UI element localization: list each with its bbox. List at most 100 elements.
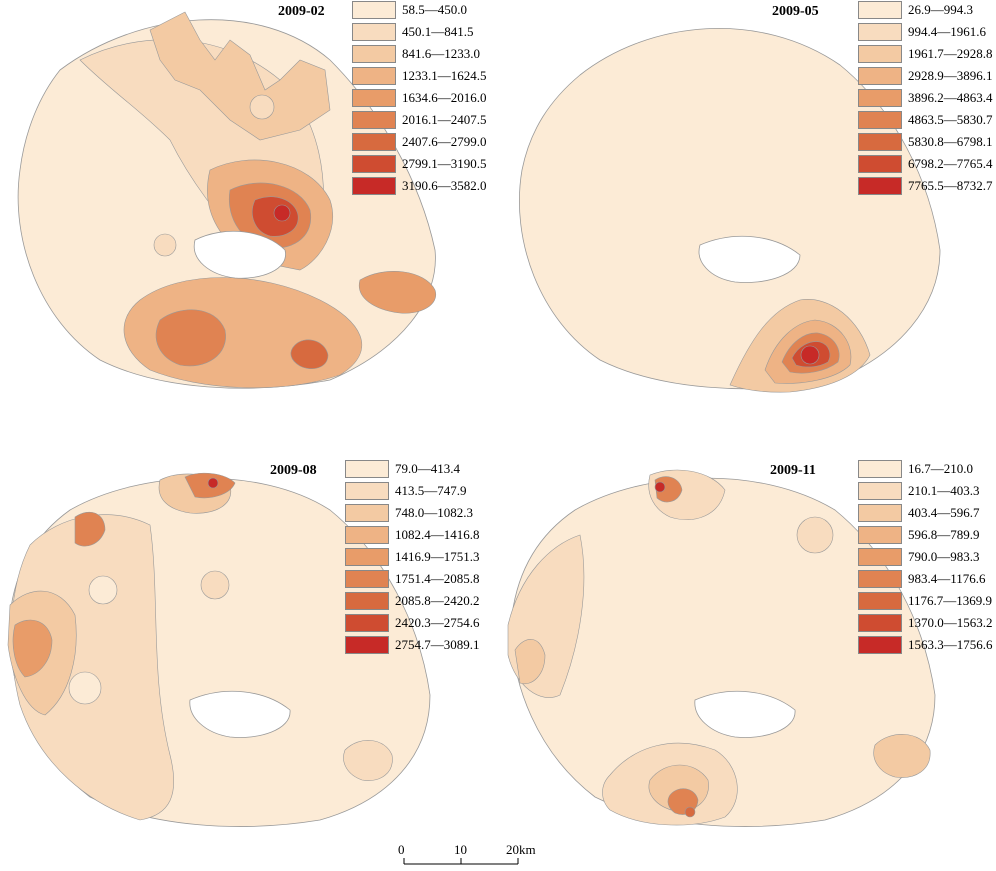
legend-item: 6798.2—7765.4 bbox=[858, 154, 993, 174]
legend-item: 5830.8—6798.1 bbox=[858, 132, 993, 152]
legend-item: 1563.3—1756.6 bbox=[858, 635, 993, 655]
legend-item: 4863.5—5830.7 bbox=[858, 110, 993, 130]
legend-swatch bbox=[858, 504, 902, 522]
legend-item: 1176.7—1369.9 bbox=[858, 591, 992, 611]
legend-label: 1370.0—1563.2 bbox=[908, 615, 993, 630]
legend-swatch bbox=[858, 177, 902, 195]
legend-swatch bbox=[352, 67, 396, 85]
legend-swatch bbox=[345, 614, 389, 632]
legend-label: 79.0—413.4 bbox=[395, 461, 460, 476]
legend-swatch bbox=[345, 548, 389, 566]
legend-label: 748.0—1082.3 bbox=[395, 505, 473, 520]
legend-item: 413.5—747.9 bbox=[345, 481, 467, 501]
legend-swatch bbox=[858, 67, 902, 85]
legend-label: 16.7—210.0 bbox=[908, 461, 973, 476]
legend-swatch bbox=[352, 155, 396, 173]
map-panel-2009-11: 2009-11 16.7—210.0 210.1—403.3 403.4—596… bbox=[500, 455, 996, 835]
legend-item: 1082.4—1416.8 bbox=[345, 525, 480, 545]
legend-swatch bbox=[345, 482, 389, 500]
legend-swatch bbox=[858, 592, 902, 610]
legend-swatch bbox=[858, 526, 902, 544]
panel-title: 2009-02 bbox=[278, 4, 325, 19]
legend-item: 2754.7—3089.1 bbox=[345, 635, 480, 655]
legend-label: 994.4—1961.6 bbox=[908, 24, 986, 39]
legend-label: 790.0—983.3 bbox=[908, 549, 980, 564]
scale-label-20km: 20km bbox=[506, 842, 536, 857]
legend-label: 210.1—403.3 bbox=[908, 483, 980, 498]
panel-title: 2009-11 bbox=[770, 463, 816, 478]
legend-item: 1961.7—2928.8 bbox=[858, 44, 993, 64]
legend-swatch bbox=[345, 526, 389, 544]
legend-label: 4863.5—5830.7 bbox=[908, 112, 993, 127]
legend-item: 7765.5—8732.7 bbox=[858, 176, 993, 196]
map-panel-2009-08: 2009-08 79.0—413.4 413.5—747.9 748.0—108… bbox=[0, 455, 480, 835]
legend-swatch bbox=[858, 89, 902, 107]
legend-item: 1634.6—2016.0 bbox=[352, 88, 487, 108]
legend-swatch bbox=[858, 548, 902, 566]
legend-label: 3896.2—4863.4 bbox=[908, 90, 993, 105]
legend-item: 1233.1—1624.5 bbox=[352, 66, 487, 86]
legend-item: 790.0—983.3 bbox=[858, 547, 980, 567]
legend-label: 2016.1—2407.5 bbox=[402, 112, 487, 127]
legend-item: 994.4—1961.6 bbox=[858, 22, 986, 42]
legend-item: 1370.0—1563.2 bbox=[858, 613, 993, 633]
legend-item: 450.1—841.5 bbox=[352, 22, 474, 42]
legend-label: 2799.1—3190.5 bbox=[402, 156, 487, 171]
legend-item: 2016.1—2407.5 bbox=[352, 110, 487, 130]
legend-item: 2799.1—3190.5 bbox=[352, 154, 487, 174]
legend-label: 2407.6—2799.0 bbox=[402, 134, 487, 149]
legend-swatch bbox=[858, 482, 902, 500]
legend-swatch bbox=[352, 111, 396, 129]
legend-swatch bbox=[352, 89, 396, 107]
legend-swatch bbox=[352, 23, 396, 41]
legend-item: 3190.6—3582.0 bbox=[352, 176, 487, 196]
legend-label: 983.4—1176.6 bbox=[908, 571, 986, 586]
legend-swatch bbox=[858, 636, 902, 654]
legend-item: 2928.9—3896.1 bbox=[858, 66, 993, 86]
legend-item: 596.8—789.9 bbox=[858, 525, 980, 545]
legend-item: 403.4—596.7 bbox=[858, 503, 980, 523]
legend-label: 1563.3—1756.6 bbox=[908, 637, 993, 652]
legend-label: 1082.4—1416.8 bbox=[395, 527, 480, 542]
legend-item: 841.6—1233.0 bbox=[352, 44, 480, 64]
legend-swatch bbox=[345, 460, 389, 478]
legend-label: 58.5—450.0 bbox=[402, 2, 467, 17]
map-panel-2009-02: 2009-02 58.5—450.0 450.1—841.5 841.6—123… bbox=[0, 0, 487, 400]
legend-label: 2928.9—3896.1 bbox=[908, 68, 993, 83]
legend-label: 450.1—841.5 bbox=[402, 24, 474, 39]
legend-item: 2085.8—2420.2 bbox=[345, 591, 480, 611]
legend-swatch bbox=[345, 570, 389, 588]
legend-label: 6798.2—7765.4 bbox=[908, 156, 993, 171]
legend-label: 2420.3—2754.6 bbox=[395, 615, 480, 630]
legend-label: 596.8—789.9 bbox=[908, 527, 980, 542]
legend-swatch bbox=[345, 504, 389, 522]
legend-item: 1416.9—1751.3 bbox=[345, 547, 480, 567]
legend-swatch bbox=[352, 1, 396, 19]
legend-item: 16.7—210.0 bbox=[858, 459, 973, 479]
legend-swatch bbox=[352, 133, 396, 151]
legend-item: 2420.3—2754.6 bbox=[345, 613, 480, 633]
legend-label: 5830.8—6798.1 bbox=[908, 134, 993, 149]
legend-label: 403.4—596.7 bbox=[908, 505, 980, 520]
legend-label: 2085.8—2420.2 bbox=[395, 593, 480, 608]
legend-item: 748.0—1082.3 bbox=[345, 503, 473, 523]
legend-item: 210.1—403.3 bbox=[858, 481, 980, 501]
legend-swatch bbox=[858, 45, 902, 63]
legend-swatch bbox=[345, 636, 389, 654]
legend-swatch bbox=[352, 177, 396, 195]
map-panel-2009-05: 2009-05 26.9—994.3 994.4—1961.6 1961.7—2… bbox=[500, 0, 996, 400]
scale-bar: 0 10 20km bbox=[398, 838, 536, 868]
legend-label: 413.5—747.9 bbox=[395, 483, 467, 498]
legend-label: 1751.4—2085.8 bbox=[395, 571, 480, 586]
contour-map-2009-08 bbox=[7, 472, 431, 827]
contour-map-2009-11 bbox=[507, 469, 936, 827]
panel-title: 2009-05 bbox=[772, 4, 819, 19]
legend-swatch bbox=[858, 23, 902, 41]
legend-item: 1751.4—2085.8 bbox=[345, 569, 480, 589]
legend-item: 26.9—994.3 bbox=[858, 0, 973, 20]
legend-item: 2407.6—2799.0 bbox=[352, 132, 487, 152]
legend-swatch bbox=[858, 460, 902, 478]
legend-label: 1961.7—2928.8 bbox=[908, 46, 993, 61]
legend-label: 841.6—1233.0 bbox=[402, 46, 480, 61]
legend-swatch bbox=[345, 592, 389, 610]
